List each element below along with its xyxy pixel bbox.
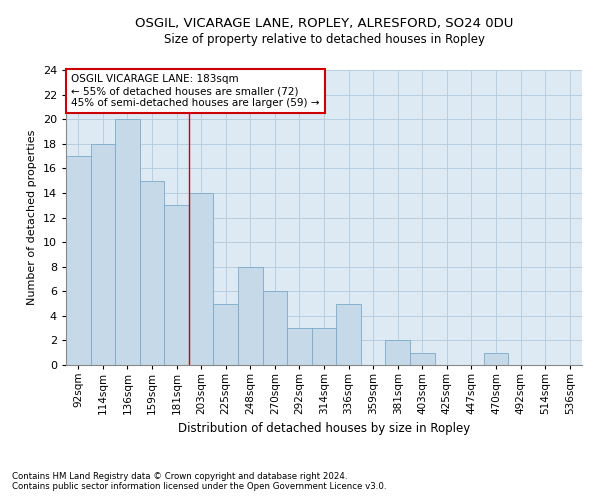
Bar xyxy=(336,304,361,365)
Bar xyxy=(189,193,214,365)
Bar xyxy=(115,119,140,365)
Text: OSGIL, VICARAGE LANE, ROPLEY, ALRESFORD, SO24 0DU: OSGIL, VICARAGE LANE, ROPLEY, ALRESFORD,… xyxy=(135,18,513,30)
Text: Contains public sector information licensed under the Open Government Licence v3: Contains public sector information licen… xyxy=(12,482,386,491)
Text: Contains HM Land Registry data © Crown copyright and database right 2024.: Contains HM Land Registry data © Crown c… xyxy=(12,472,347,481)
Bar xyxy=(91,144,115,365)
Bar xyxy=(287,328,312,365)
Text: OSGIL VICARAGE LANE: 183sqm
← 55% of detached houses are smaller (72)
45% of sem: OSGIL VICARAGE LANE: 183sqm ← 55% of det… xyxy=(71,74,320,108)
Bar xyxy=(66,156,91,365)
Bar xyxy=(164,205,189,365)
Bar xyxy=(140,180,164,365)
Text: Size of property relative to detached houses in Ropley: Size of property relative to detached ho… xyxy=(163,32,485,46)
Bar xyxy=(238,266,263,365)
Bar xyxy=(410,352,434,365)
Bar xyxy=(312,328,336,365)
X-axis label: Distribution of detached houses by size in Ropley: Distribution of detached houses by size … xyxy=(178,422,470,436)
Bar xyxy=(484,352,508,365)
Bar xyxy=(263,291,287,365)
Bar xyxy=(214,304,238,365)
Y-axis label: Number of detached properties: Number of detached properties xyxy=(27,130,37,305)
Bar xyxy=(385,340,410,365)
